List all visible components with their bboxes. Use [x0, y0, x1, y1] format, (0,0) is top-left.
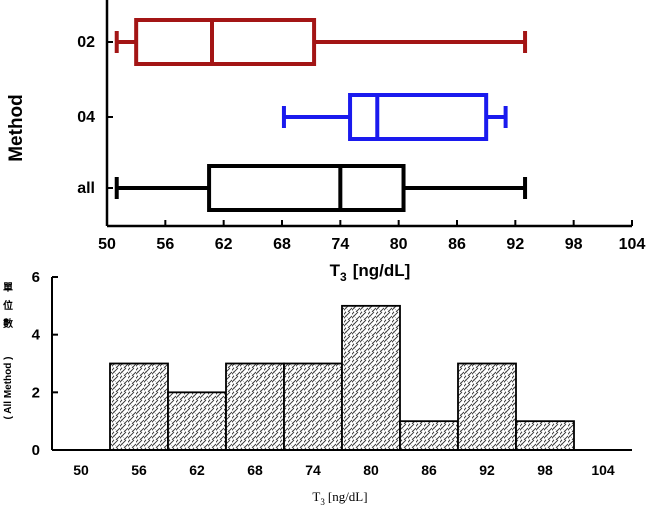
histogram-y-tick-label: 4 — [32, 327, 41, 344]
box-plot-x-tick-label: 98 — [565, 236, 583, 253]
histogram-y-axis-title: 單 位 數 ( All Method ) — [3, 282, 14, 419]
histogram-x-tick-label: 92 — [479, 462, 495, 478]
histogram-x-tick-label: 56 — [131, 462, 147, 478]
histogram-x-tick-label: 86 — [421, 462, 437, 478]
histogram-bar — [399, 420, 459, 451]
histogram-x-tick-label: 62 — [189, 462, 205, 478]
histogram-x-tick-label: 104 — [591, 462, 615, 478]
box-plot-x-axis-title: T3 [ng/dL] — [330, 261, 411, 284]
box-plot-y-tick-label: all — [77, 180, 95, 197]
box-plot-x-tick-label: 56 — [156, 236, 174, 253]
histogram-y-axis-title-char-3: 數 — [3, 317, 13, 330]
histogram-y-tick-label: 6 — [32, 269, 40, 286]
histogram-y-ticks: 0 2 4 6 — [32, 269, 58, 459]
box-plot-y-tick-label: 04 — [77, 109, 95, 126]
histogram-x-tick-label: 80 — [363, 462, 379, 478]
box-plot-x-tick-label: 104 — [619, 236, 646, 253]
box-plot-box — [207, 164, 406, 212]
box-plot-series-all — [114, 164, 528, 212]
histogram-x-axis-title: T3 [ng/dL] — [312, 489, 367, 507]
histogram-y-tick-label: 2 — [32, 384, 40, 401]
histogram-bar — [341, 304, 401, 451]
box-plot-x-tick-label: 50 — [98, 236, 116, 253]
histogram-bar — [109, 362, 169, 451]
histogram-bars — [109, 304, 575, 451]
histogram-x-tick-label: 74 — [305, 462, 321, 478]
histogram-x-tick-label: 68 — [247, 462, 263, 478]
box-plot-y-axis-title: Method — [6, 94, 27, 162]
histogram-bar — [515, 420, 575, 451]
box-plot-chart: 02 04 all 50 56 62 68 74 80 86 92 98 104 Method T3[… — [6, 0, 645, 284]
histogram-y-axis-title-latin: ( All Method ) — [3, 357, 14, 420]
histogram-y-tick-label: 0 — [32, 442, 40, 459]
box-plot-series — [114, 18, 528, 212]
box-plot-box — [134, 18, 317, 66]
histogram-x-tick-label: 98 — [537, 462, 553, 478]
histogram-x-tick-label: 50 — [73, 462, 89, 478]
histogram-chart: 0 2 4 6 50 56 62 68 74 80 86 92 98 104 單 位 數 ( All M… — [3, 269, 632, 507]
histogram-bar — [283, 362, 343, 451]
histogram-bar — [457, 362, 517, 451]
box-plot-series-02 — [114, 18, 528, 66]
histogram-bar — [167, 391, 227, 451]
box-plot-x-tick-label: 68 — [273, 236, 291, 253]
box-plot-x-tick-label: 74 — [331, 236, 349, 253]
box-plot-series-04 — [281, 93, 508, 141]
histogram-y-axis-title-char-1: 單 — [3, 282, 13, 294]
box-plot-y-ticks: 02 04 all — [77, 34, 113, 197]
histogram-x-ticks: 50 56 62 68 74 80 86 92 98 104 — [73, 462, 615, 478]
histogram-y-axis-title-char-2: 位 — [3, 299, 13, 312]
box-plot-x-tick-label: 92 — [506, 236, 524, 253]
box-plot-x-tick-label: 86 — [448, 236, 466, 253]
box-plot-x-tick-label: 80 — [390, 236, 408, 253]
histogram-bar — [225, 362, 285, 451]
box-plot-x-ticks: 50 56 62 68 74 80 86 92 98 104 — [98, 220, 645, 253]
box-plot-box — [348, 93, 489, 141]
box-plot-x-tick-label: 62 — [215, 236, 233, 253]
box-plot-y-tick-label: 02 — [77, 34, 95, 51]
